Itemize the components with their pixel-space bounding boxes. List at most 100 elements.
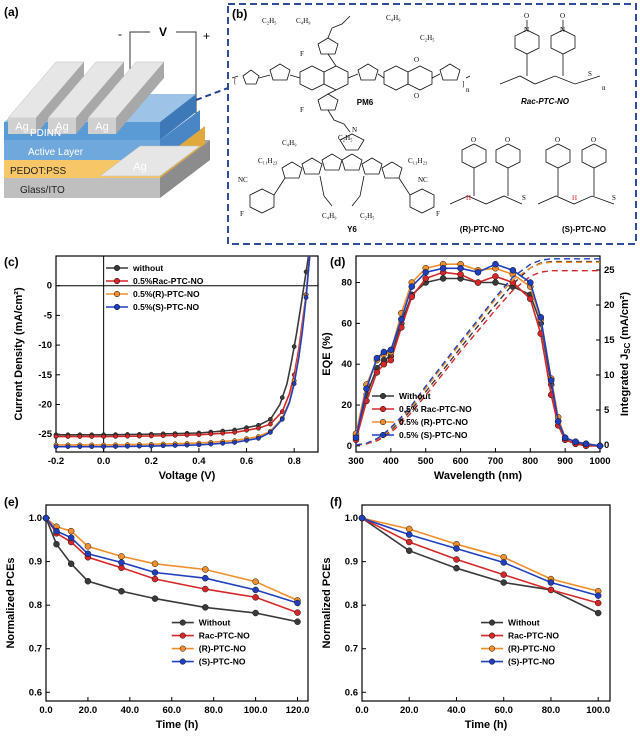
series-point-e-without-1 bbox=[53, 540, 60, 548]
plus-sign: + bbox=[203, 29, 210, 43]
legend-marker-e-without bbox=[179, 619, 186, 626]
layer-label-pedot: PEDOT:PSS bbox=[10, 166, 66, 177]
rac-n-2: N bbox=[560, 26, 565, 34]
series-point-c-rac-0 bbox=[53, 434, 59, 439]
pm6-n: n bbox=[466, 86, 470, 94]
x-tick-label-f-3: 60.0 bbox=[494, 705, 513, 716]
x-tick-label-e-5: 100.0 bbox=[244, 705, 268, 716]
device-stack: Ag Ag Ag Ag PDINN Active Layer PEDOT:PSS… bbox=[4, 61, 210, 198]
series-point-f-without-5 bbox=[594, 609, 602, 617]
y-tick-label-f-0: 0.6 bbox=[345, 687, 358, 698]
series-point-d-s-12 bbox=[509, 267, 517, 274]
x-tick-label-e-1: 20.0 bbox=[79, 705, 98, 716]
panel-label-e: (e) bbox=[4, 495, 19, 509]
pm6-o-1: O bbox=[414, 56, 419, 64]
y-tick-label-d-2: 40 bbox=[341, 359, 352, 370]
legend-marker-c-rac bbox=[113, 277, 121, 285]
pm6-structure: [ ] bbox=[231, 15, 471, 133]
series-point-e-s-3 bbox=[84, 550, 92, 558]
y-tick-label-c-2: -15 bbox=[38, 370, 52, 381]
series-point-d-s-15 bbox=[547, 377, 555, 384]
y6-cn-1: NC bbox=[238, 176, 248, 184]
series-point-c-s-13 bbox=[208, 441, 214, 447]
y-axis-title-e: Normalized PCEs bbox=[5, 557, 17, 648]
series-point-e-s-8 bbox=[294, 599, 301, 607]
series-point-f-rac-1 bbox=[405, 538, 413, 546]
series-point-f-s-1 bbox=[405, 531, 413, 538]
series-point-e-s-1 bbox=[53, 527, 60, 535]
series-point-e-s-7 bbox=[252, 586, 259, 594]
series-point-d-rac-10 bbox=[474, 279, 482, 286]
series-point-d-s-16 bbox=[554, 418, 562, 425]
legend-marker-c-r bbox=[113, 290, 121, 298]
series-point-f-rac-2 bbox=[453, 556, 460, 563]
legend-marker-d-r bbox=[379, 418, 387, 426]
series-point-c-rac-14 bbox=[220, 430, 226, 436]
series-point-c-rac-12 bbox=[196, 432, 202, 438]
rac-o-2: O bbox=[560, 12, 565, 20]
x-tick-label-d-7: 1000 bbox=[589, 456, 610, 467]
series-point-e-s-5 bbox=[151, 569, 159, 576]
series-point-c-rac-11 bbox=[184, 432, 190, 438]
series-point-f-s-3 bbox=[500, 559, 507, 566]
series-point-c-s-0 bbox=[53, 444, 59, 450]
series-point-c-rac-16 bbox=[244, 427, 249, 433]
series-line-f-r bbox=[361, 517, 599, 592]
series-point-e-without-6 bbox=[202, 604, 209, 611]
series-point-c-rac-2 bbox=[77, 434, 83, 439]
chart-stability-e: 0.0 20.0 40.0 60.0 80.0 100.0 120.0 0.6 0.7 0.8 0.… bbox=[5, 504, 310, 731]
series-point-c-s-17 bbox=[256, 435, 261, 441]
series-point-c-rac-6 bbox=[125, 433, 130, 439]
series-point-d-s-7 bbox=[422, 269, 429, 276]
y-tick-label-f-1: 0.7 bbox=[345, 644, 358, 655]
series-point-d-s-11 bbox=[492, 260, 499, 268]
structures-frame bbox=[227, 3, 637, 245]
series-point-f-s-4 bbox=[547, 579, 555, 586]
y6-n: N bbox=[352, 126, 357, 134]
series-point-d-s-13 bbox=[527, 279, 534, 286]
series-point-e-without-3 bbox=[84, 577, 92, 585]
panel-label-f: (f) bbox=[330, 495, 342, 509]
series-point-e-s-4 bbox=[118, 559, 125, 566]
series-point-d-s-6 bbox=[408, 283, 416, 290]
legend-marker-d-s bbox=[379, 431, 387, 439]
glass-layer bbox=[4, 178, 160, 198]
x-tick-label-c-2: 0.2 bbox=[145, 456, 158, 467]
s-h: H bbox=[572, 194, 577, 202]
series-point-f-s-2 bbox=[453, 545, 460, 552]
x-tick-label-d-2: 500 bbox=[418, 456, 434, 467]
panel-label-b: (b) bbox=[232, 7, 247, 21]
x-tick-label-e-0: 0.0 bbox=[39, 705, 52, 716]
ag-label-1: Ag bbox=[15, 121, 28, 133]
series-point-d-s-8 bbox=[439, 265, 447, 272]
series-line-c-s bbox=[56, 255, 311, 448]
series-point-c-s-21 bbox=[303, 295, 309, 300]
x-tick-label-c-4: 0.6 bbox=[240, 456, 253, 467]
y-tick-label-f-2: 0.8 bbox=[345, 600, 358, 611]
series-point-c-rac-17 bbox=[256, 425, 261, 431]
series-point-d-s-10 bbox=[474, 269, 482, 276]
y6-c2h5-1: C₂H₅ bbox=[360, 212, 375, 220]
layer-label-active: Active Layer bbox=[28, 147, 84, 158]
panel-label-c: (c) bbox=[4, 255, 19, 269]
legend-marker-c-s bbox=[113, 303, 121, 311]
series-point-c-s-10 bbox=[172, 443, 178, 448]
y2-tick-label-0: 0 bbox=[604, 440, 609, 451]
series-point-e-without-7 bbox=[252, 609, 259, 617]
x-tick-label-e-6: 120.0 bbox=[286, 705, 310, 716]
chart-stability-f: 0.0 20.0 40.0 60.0 80.0 100.0 0.6 0.7 0.8 0.9 1.0 T… bbox=[321, 504, 611, 731]
ag-electrodes bbox=[7, 61, 201, 177]
series-point-f-r-1 bbox=[405, 525, 413, 533]
y2-tick-label-1: 5 bbox=[604, 405, 610, 416]
legend-marker-f-without bbox=[488, 619, 496, 626]
y2-tick-label-5: 25 bbox=[604, 265, 615, 276]
series-point-c-s-4 bbox=[101, 444, 106, 450]
series-point-c-s-5 bbox=[113, 444, 118, 449]
series-point-d-s-9 bbox=[457, 265, 464, 272]
y6-c11h23-2: C₁₁H₂₃ bbox=[408, 157, 428, 165]
series-point-d-rac-7 bbox=[422, 275, 429, 282]
y-tick-label-c-4: -5 bbox=[44, 310, 53, 321]
series-point-f-without-1 bbox=[405, 547, 413, 554]
series-point-e-r-6 bbox=[202, 566, 209, 573]
